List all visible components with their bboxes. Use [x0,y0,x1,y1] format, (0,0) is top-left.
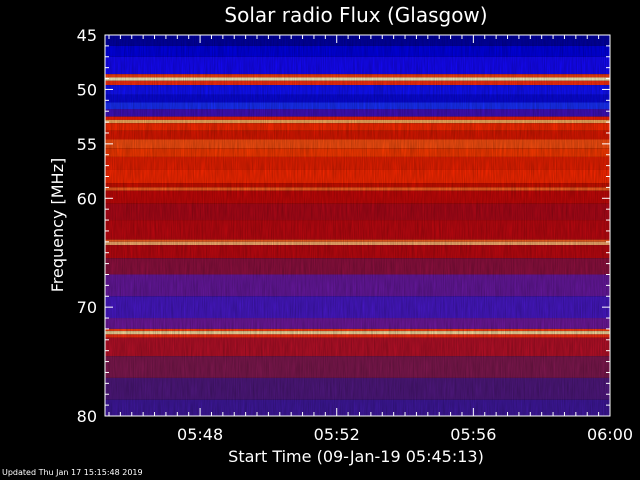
x-tick-label-05:48: 05:48 [177,425,223,444]
axis-ticks: 45 50 55 60 70 80 05:48 05:52 05:56 06:00 [77,26,633,444]
y-tick-label-80: 80 [77,407,97,426]
x-tick-label-05:56: 05:56 [450,425,496,444]
y-tick-label-50: 50 [77,80,97,99]
spectrogram-noise [105,35,610,416]
x-tick-label-05:52: 05:52 [314,425,360,444]
updated-timestamp: Updated Thu Jan 17 15:15:48 2019 [2,468,143,477]
y-tick-label-55: 55 [77,135,97,154]
plot-frame [104,34,611,417]
y-tick-label-45: 45 [77,26,97,45]
chart-title: Solar radio Flux (Glasgow) [224,3,487,27]
x-tick-label-06:00: 06:00 [587,425,633,444]
y-tick-label-70: 70 [77,298,97,317]
x-axis-label: Start Time (09-Jan-19 05:45:13) [228,447,484,466]
y-tick-label-60: 60 [77,189,97,208]
y-axis-label: Frequency [MHz] [48,158,67,292]
